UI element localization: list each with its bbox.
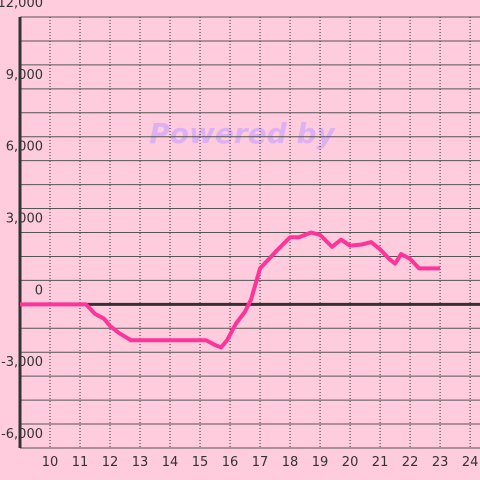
watermark: Powered by	[149, 117, 336, 150]
y-tick-label: 9,000	[6, 68, 43, 83]
x-tick-label: 12	[102, 455, 119, 470]
x-tick-label: 13	[132, 455, 149, 470]
x-tick-label: 22	[402, 455, 419, 470]
y-tick-label: 3,000	[6, 212, 43, 227]
x-tick-label: 20	[342, 455, 359, 470]
x-tick-label: 10	[42, 455, 59, 470]
x-tick-label: 11	[72, 455, 89, 470]
x-tick-label: 21	[372, 455, 389, 470]
y-tick-label: -3,000	[1, 355, 43, 370]
y-tick-label: 12,000	[0, 0, 43, 11]
y-tick-label: -6,000	[1, 427, 43, 442]
x-tick-label: 14	[162, 455, 179, 470]
x-tick-label: 17	[252, 455, 269, 470]
x-tick-label: 15	[192, 455, 209, 470]
x-tick-label: 16	[222, 455, 239, 470]
x-tick-label: 19	[312, 455, 329, 470]
x-tick-label: 18	[282, 455, 299, 470]
y-tick-label: 6,000	[6, 140, 43, 155]
x-tick-label: 24	[462, 455, 479, 470]
line	[20, 230, 441, 350]
y-tick-label: 0	[35, 283, 43, 298]
x-tick-label: 23	[432, 455, 449, 470]
